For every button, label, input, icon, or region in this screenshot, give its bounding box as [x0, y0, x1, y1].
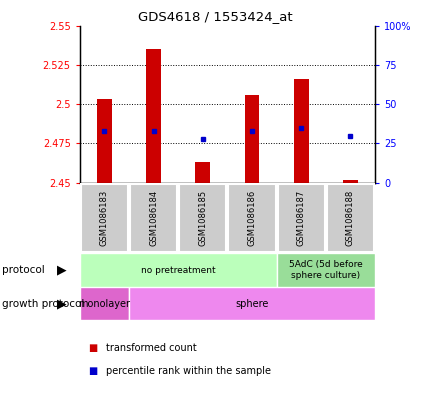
Bar: [80, 184, 128, 252]
Text: percentile rank within the sample: percentile rank within the sample: [105, 366, 270, 376]
Bar: [179, 184, 226, 252]
Text: GSM1086185: GSM1086185: [198, 190, 207, 246]
Text: protocol: protocol: [2, 265, 45, 275]
Text: ■: ■: [88, 343, 97, 353]
Text: sphere: sphere: [235, 299, 268, 309]
Bar: [276, 253, 374, 287]
Text: GSM1086184: GSM1086184: [149, 190, 158, 246]
Bar: [146, 49, 160, 183]
Bar: [97, 99, 111, 183]
Bar: [342, 180, 357, 183]
Text: no pretreatment: no pretreatment: [141, 266, 215, 275]
Bar: [129, 287, 374, 320]
Bar: [277, 184, 324, 252]
Text: ■: ■: [88, 366, 97, 376]
Text: GDS4618 / 1553424_at: GDS4618 / 1553424_at: [138, 10, 292, 23]
Bar: [244, 95, 259, 183]
Text: monolayer: monolayer: [78, 299, 130, 309]
Text: ▶: ▶: [57, 264, 67, 277]
Bar: [80, 253, 276, 287]
Text: GSM1086186: GSM1086186: [247, 190, 256, 246]
Bar: [326, 184, 373, 252]
Bar: [195, 162, 210, 183]
Bar: [129, 184, 177, 252]
Text: GSM1086187: GSM1086187: [296, 190, 305, 246]
Text: transformed count: transformed count: [105, 343, 196, 353]
Bar: [228, 184, 275, 252]
Text: GSM1086183: GSM1086183: [100, 190, 109, 246]
Bar: [293, 79, 308, 183]
Text: growth protocol: growth protocol: [2, 299, 84, 309]
Text: 5AdC (5d before
sphere culture): 5AdC (5d before sphere culture): [288, 261, 362, 280]
Text: GSM1086188: GSM1086188: [345, 190, 354, 246]
Bar: [80, 287, 129, 320]
Text: ▶: ▶: [57, 297, 67, 310]
